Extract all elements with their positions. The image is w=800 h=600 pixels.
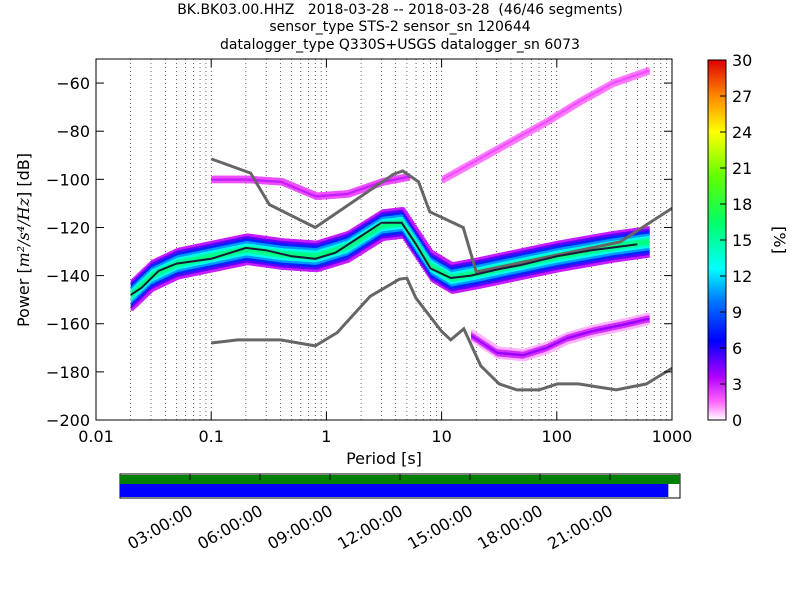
- density-cell-main: [412, 222, 416, 226]
- density-cell-main: [414, 226, 419, 230]
- density-cell-main: [419, 234, 424, 238]
- density-cell-main: [417, 230, 421, 234]
- density-cell-main: [416, 228, 420, 232]
- density-cell-main: [405, 213, 410, 216]
- density-cell-main: [426, 244, 430, 247]
- density-cell-main: [425, 242, 429, 245]
- density-cell-main: [403, 209, 407, 213]
- chart-title-line-2: sensor_type STS-2 sensor_sn 120644: [269, 19, 531, 35]
- density-cell-main: [423, 240, 428, 243]
- chart-title-line-3: datalogger_type Q330S+USGS datalogger_sn…: [220, 37, 580, 53]
- grid-lines: [96, 59, 668, 420]
- density-cell-main: [404, 211, 408, 214]
- density-cell-main: [418, 232, 422, 236]
- chart-title-line-1: BK.BK03.00.HHZ 2018-03-28 -- 2018-03-28 …: [177, 2, 623, 18]
- density-cell-main: [422, 238, 426, 241]
- density-cell-main: [427, 246, 431, 249]
- density-cell-main: [410, 221, 415, 224]
- density-cell-main: [407, 215, 411, 218]
- density-cell-main: [408, 217, 412, 220]
- density-cell-main: [409, 219, 413, 222]
- psd-density-cells: [130, 67, 650, 362]
- density-cell-main: [401, 207, 406, 211]
- density-cell-main: [421, 236, 425, 240]
- density-cell-main: [413, 224, 417, 228]
- density-cell-main: [428, 247, 433, 251]
